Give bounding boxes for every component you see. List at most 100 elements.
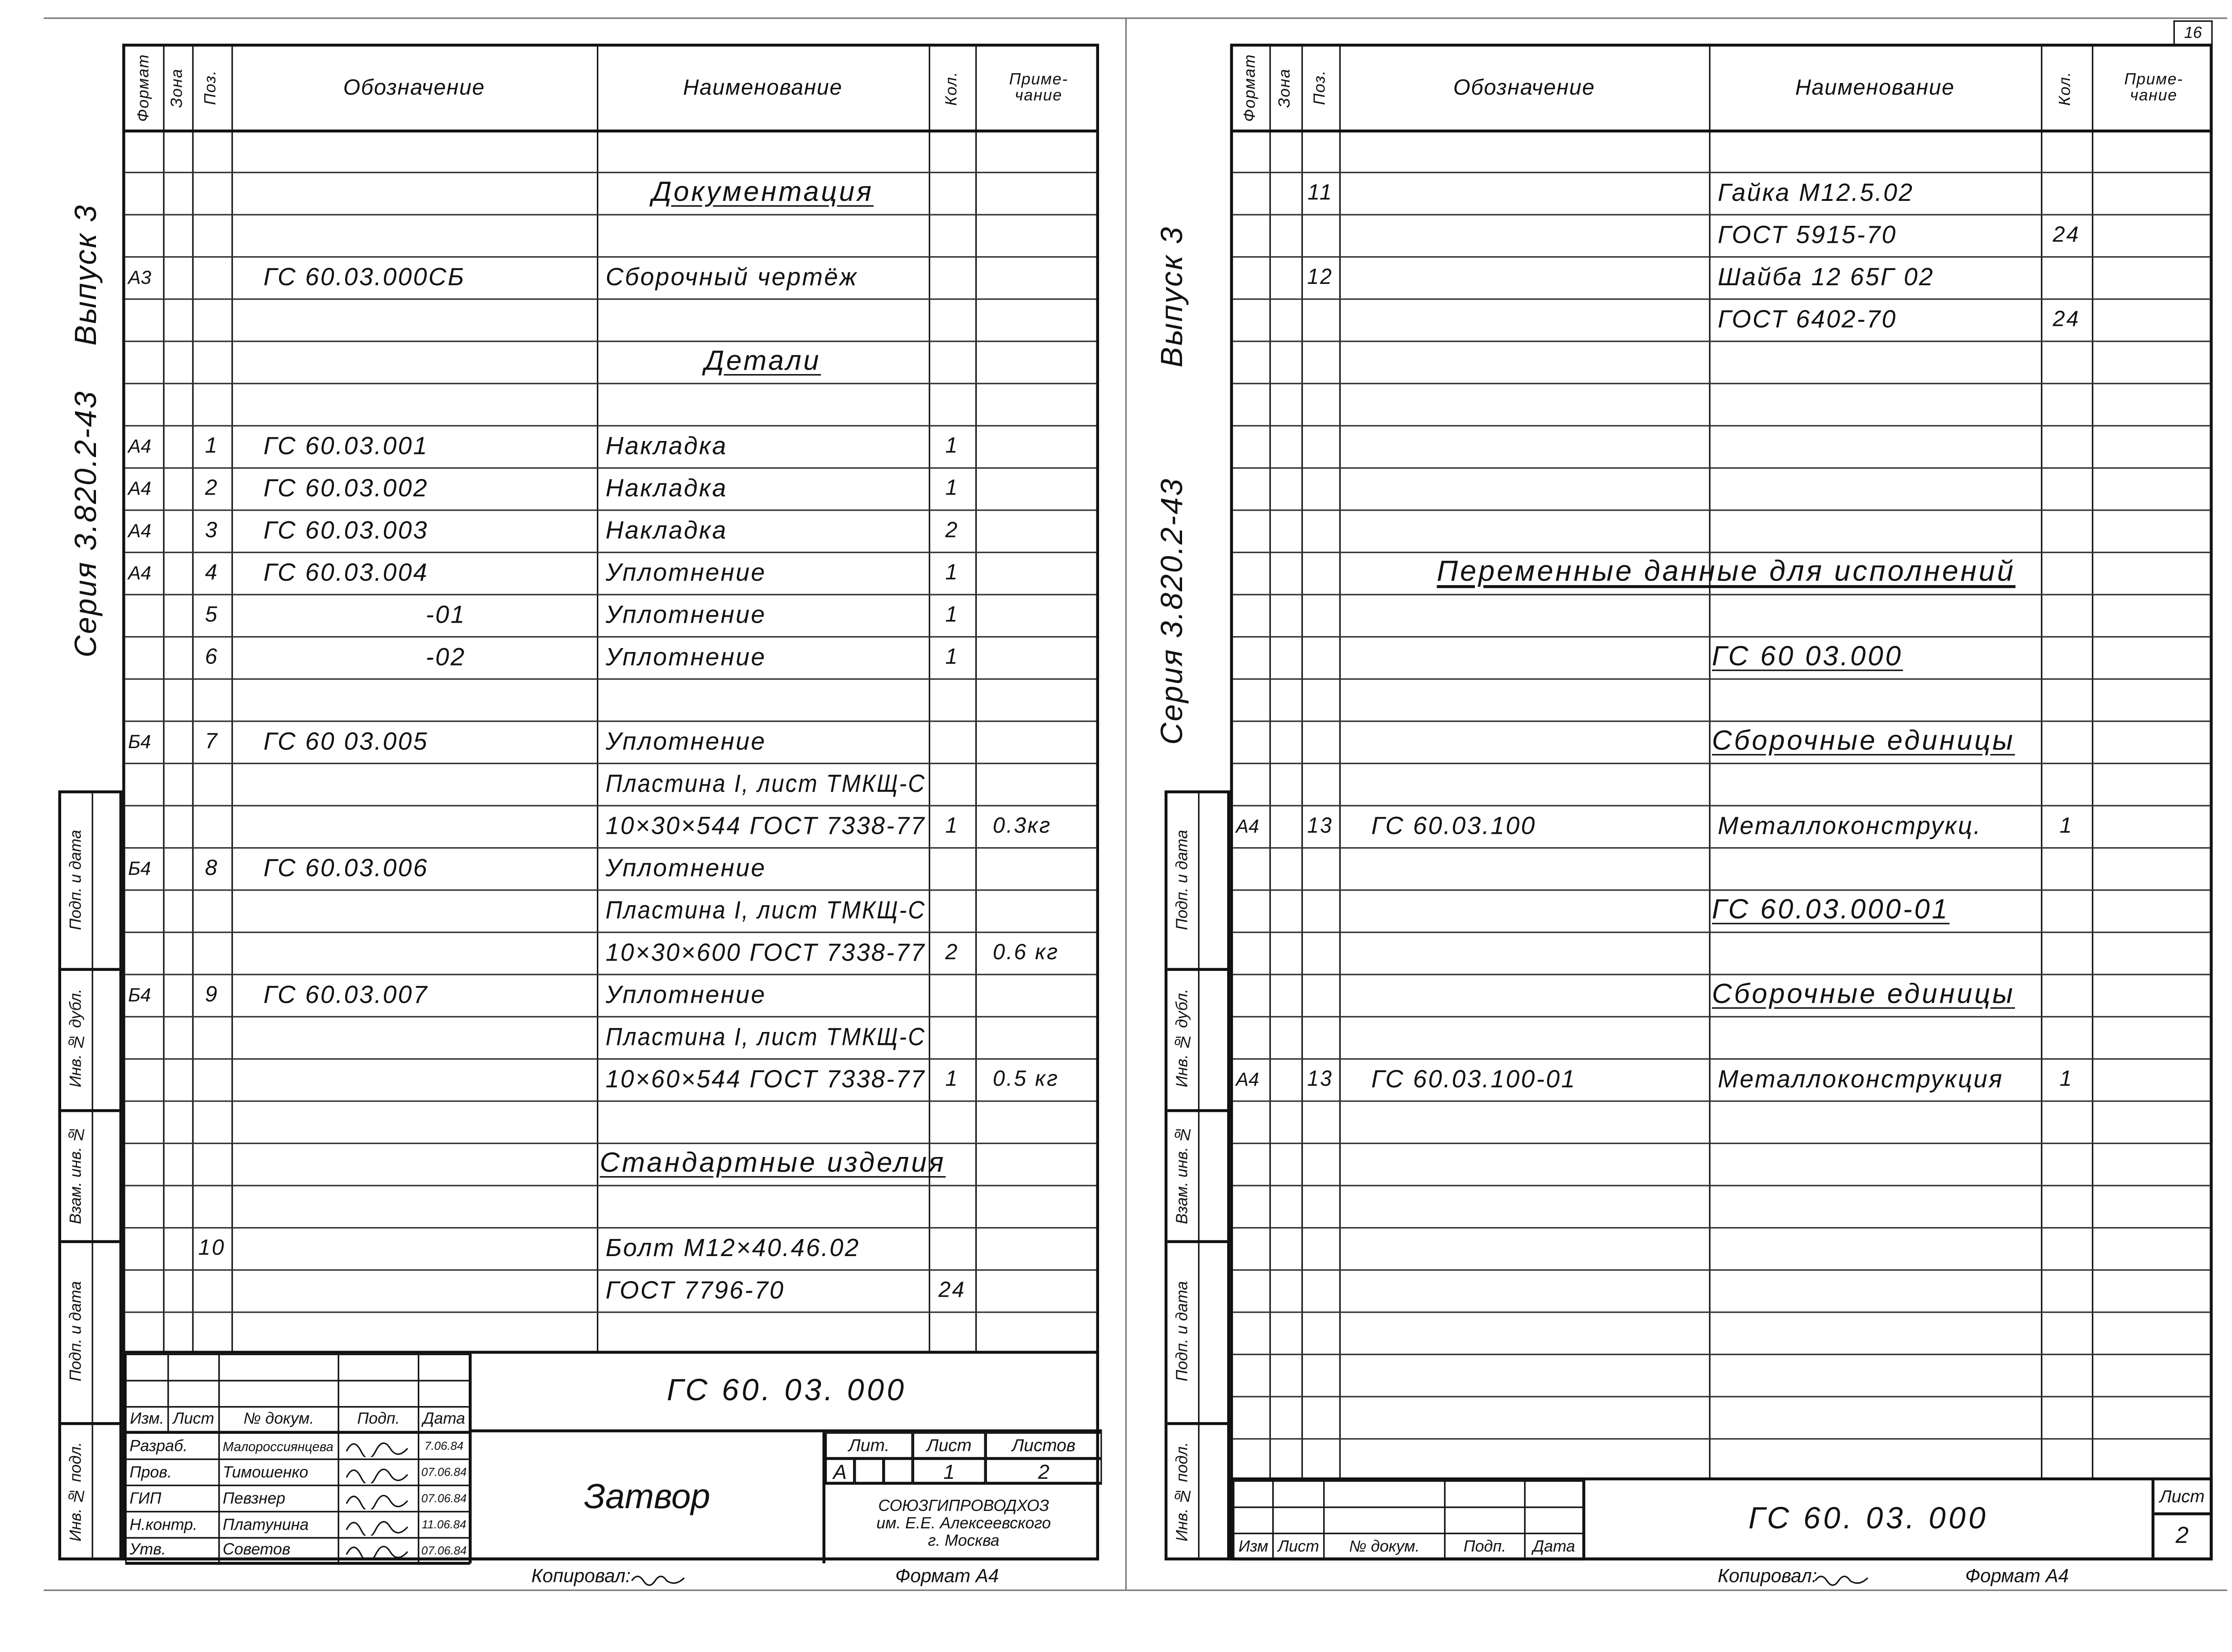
cell-format-text: А4 xyxy=(128,435,151,457)
format-label: Формат А4 xyxy=(895,1565,999,1587)
section-heading: Сборочные единицы xyxy=(1711,725,2015,757)
title-cell xyxy=(167,1380,220,1408)
cell-pos: 6 xyxy=(192,636,231,678)
cell-name-text: Пластина I, лист ТМКЩ-С xyxy=(605,769,926,797)
column-line xyxy=(597,46,599,1354)
organization-line: им. Е.Е. Алексеевского xyxy=(876,1515,1051,1533)
row-line xyxy=(1233,383,2210,384)
strip-label: Инв. № подл. xyxy=(67,1441,85,1541)
cell-designation: ГС 60 03.005 xyxy=(231,720,597,763)
header-note-label: Приме-чание xyxy=(2124,71,2183,104)
header-divider xyxy=(125,129,1096,133)
section-heading: Сборочные единицы xyxy=(1711,979,2015,1010)
cell-name-text: ГОСТ 6402-70 xyxy=(1717,305,1897,333)
cell-pos: 13 xyxy=(1301,805,1339,847)
cell-qty-text: 2 xyxy=(945,518,959,543)
cell-qty: 24 xyxy=(929,1269,975,1312)
header-format-label: Формат xyxy=(1241,54,1259,122)
title-cell: № докум. xyxy=(218,1406,339,1434)
cell-format: А4 xyxy=(125,467,166,510)
cell-name: Пластина I, лист ТМКЩ-С xyxy=(597,889,929,932)
column-line xyxy=(231,46,233,1354)
cell-qty-text: 1 xyxy=(945,476,959,501)
cell-pos-text: 1 xyxy=(205,433,219,459)
title-cell: Подп. xyxy=(1444,1532,1526,1560)
header-pos: Поз. xyxy=(1301,46,1339,129)
row-line xyxy=(125,847,1096,849)
title-cell: 7.06.84 xyxy=(417,1432,471,1460)
sheet-label: Лист xyxy=(2154,1480,2210,1515)
column-header: Подп. xyxy=(1463,1538,1506,1556)
variant-data-heading: Переменные данные для исполнений xyxy=(1437,556,2015,588)
cell-name-text: Пластина I, лист ТМКЩ-С xyxy=(605,1022,926,1050)
cell-name: 10×30×600 ГОСТ 7338-77 xyxy=(597,932,929,974)
cell-name-text: 10×60×544 ГОСТ 7338-77 xyxy=(605,1065,926,1093)
cell-format: А4 xyxy=(1233,805,1272,847)
strip-line xyxy=(61,1240,120,1243)
title-cell xyxy=(337,1353,420,1382)
row-line xyxy=(1233,720,2210,722)
cell-name: Накладка xyxy=(597,509,929,552)
cell-qty-text: 1 xyxy=(945,1067,959,1092)
cell-name-text: Накладка xyxy=(605,516,728,544)
cell-name-text: Пластина I, лист ТМКЩ-С xyxy=(605,896,926,924)
row-line xyxy=(125,678,1096,680)
title-cell xyxy=(1524,1480,1584,1508)
cell-name-text: Уплотнение xyxy=(605,727,766,755)
sheet-value: 2 xyxy=(2175,1523,2189,1548)
header-qty: Кол. xyxy=(929,46,975,129)
cell-format: А3 xyxy=(125,256,166,299)
spec-table: Формат Зона Поз. Обозначение Наименование Кол… xyxy=(1230,43,2213,1560)
row-line xyxy=(1233,805,2210,807)
cell-name-text: Металлоконструкц. xyxy=(1717,811,1982,839)
cell-format: А4 xyxy=(1233,1058,1272,1101)
lit-label: Лит. xyxy=(825,1432,913,1459)
page-edge xyxy=(43,17,2228,19)
cell-qty: 1 xyxy=(929,552,975,594)
row-line xyxy=(1233,1438,2210,1440)
cell-name-text: Металлоконструкция xyxy=(1717,1065,2004,1093)
title-cell xyxy=(1233,1480,1274,1508)
cell-qty: 1 xyxy=(2041,805,2092,847)
title-cell: Тимошенко xyxy=(218,1458,339,1486)
cell-pos-text: 4 xyxy=(205,560,219,585)
cell-name-text: Сборочный чертёж xyxy=(605,262,858,291)
header-divider xyxy=(1233,129,2210,133)
cell-qty-text: 1 xyxy=(2059,813,2074,839)
cell-designation: ГС 60.03.003 xyxy=(231,509,597,552)
cell-designation: ГС 60.03.002 xyxy=(231,467,597,510)
organization-line: г. Москва xyxy=(928,1532,999,1551)
organization-line: СОЮЗГИПРОВОДХОЗ xyxy=(878,1498,1049,1515)
title-cell: 07.06.84 xyxy=(417,1485,471,1513)
column-header: Подп. xyxy=(357,1410,400,1428)
section-heading: Стандартные изделия xyxy=(600,1148,946,1178)
cell-name: 10×30×544 ГОСТ 7338-77 xyxy=(597,805,929,847)
signature-icon xyxy=(337,1485,420,1513)
row-line xyxy=(125,214,1096,216)
column-header: Дата xyxy=(1532,1538,1575,1556)
cell-qty-text: 24 xyxy=(2053,222,2080,248)
strip-label: Взам. инв. № xyxy=(1174,1125,1192,1224)
row-line xyxy=(1233,1016,2210,1018)
cell-pos-text: 6 xyxy=(205,645,219,670)
cell-name: Уплотнение xyxy=(597,720,929,763)
cell-format-text: А4 xyxy=(1236,815,1259,837)
margin-issue: Выпуск 3 xyxy=(70,204,104,346)
cell-designation-text: ГС 60.03.007 xyxy=(263,980,429,1008)
title-block: Изм Лист № докум. Подп. Дата ГС 60. 03. 000 Ли… xyxy=(1230,1477,2213,1560)
cell-name-text: Шайба 12 65Г 02 xyxy=(1717,262,1934,291)
strip-label: Подп. и дата xyxy=(67,830,85,931)
cell-pos: 5 xyxy=(192,594,231,636)
strip-label: Подп. и дата xyxy=(1174,1281,1192,1382)
row-line xyxy=(125,1100,1096,1102)
title-cell xyxy=(125,1380,169,1408)
header-pos-label: Поз. xyxy=(1311,70,1328,106)
row-line xyxy=(125,425,1096,427)
cell-pos: 11 xyxy=(1301,172,1339,214)
side-strip: Подп. и дата Инв. № дубл. Взам. инв. № Подп… xyxy=(1164,790,1230,1560)
strip-label: Взам. инв. № xyxy=(67,1125,85,1224)
title-cell: Лист xyxy=(1272,1532,1325,1560)
column-header: Лист xyxy=(1278,1538,1319,1556)
row-line xyxy=(1233,1142,2210,1144)
cell-qty: 2 xyxy=(929,509,975,552)
